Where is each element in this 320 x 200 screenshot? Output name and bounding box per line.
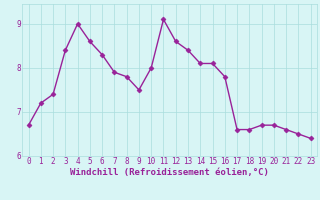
X-axis label: Windchill (Refroidissement éolien,°C): Windchill (Refroidissement éolien,°C) xyxy=(70,168,269,177)
